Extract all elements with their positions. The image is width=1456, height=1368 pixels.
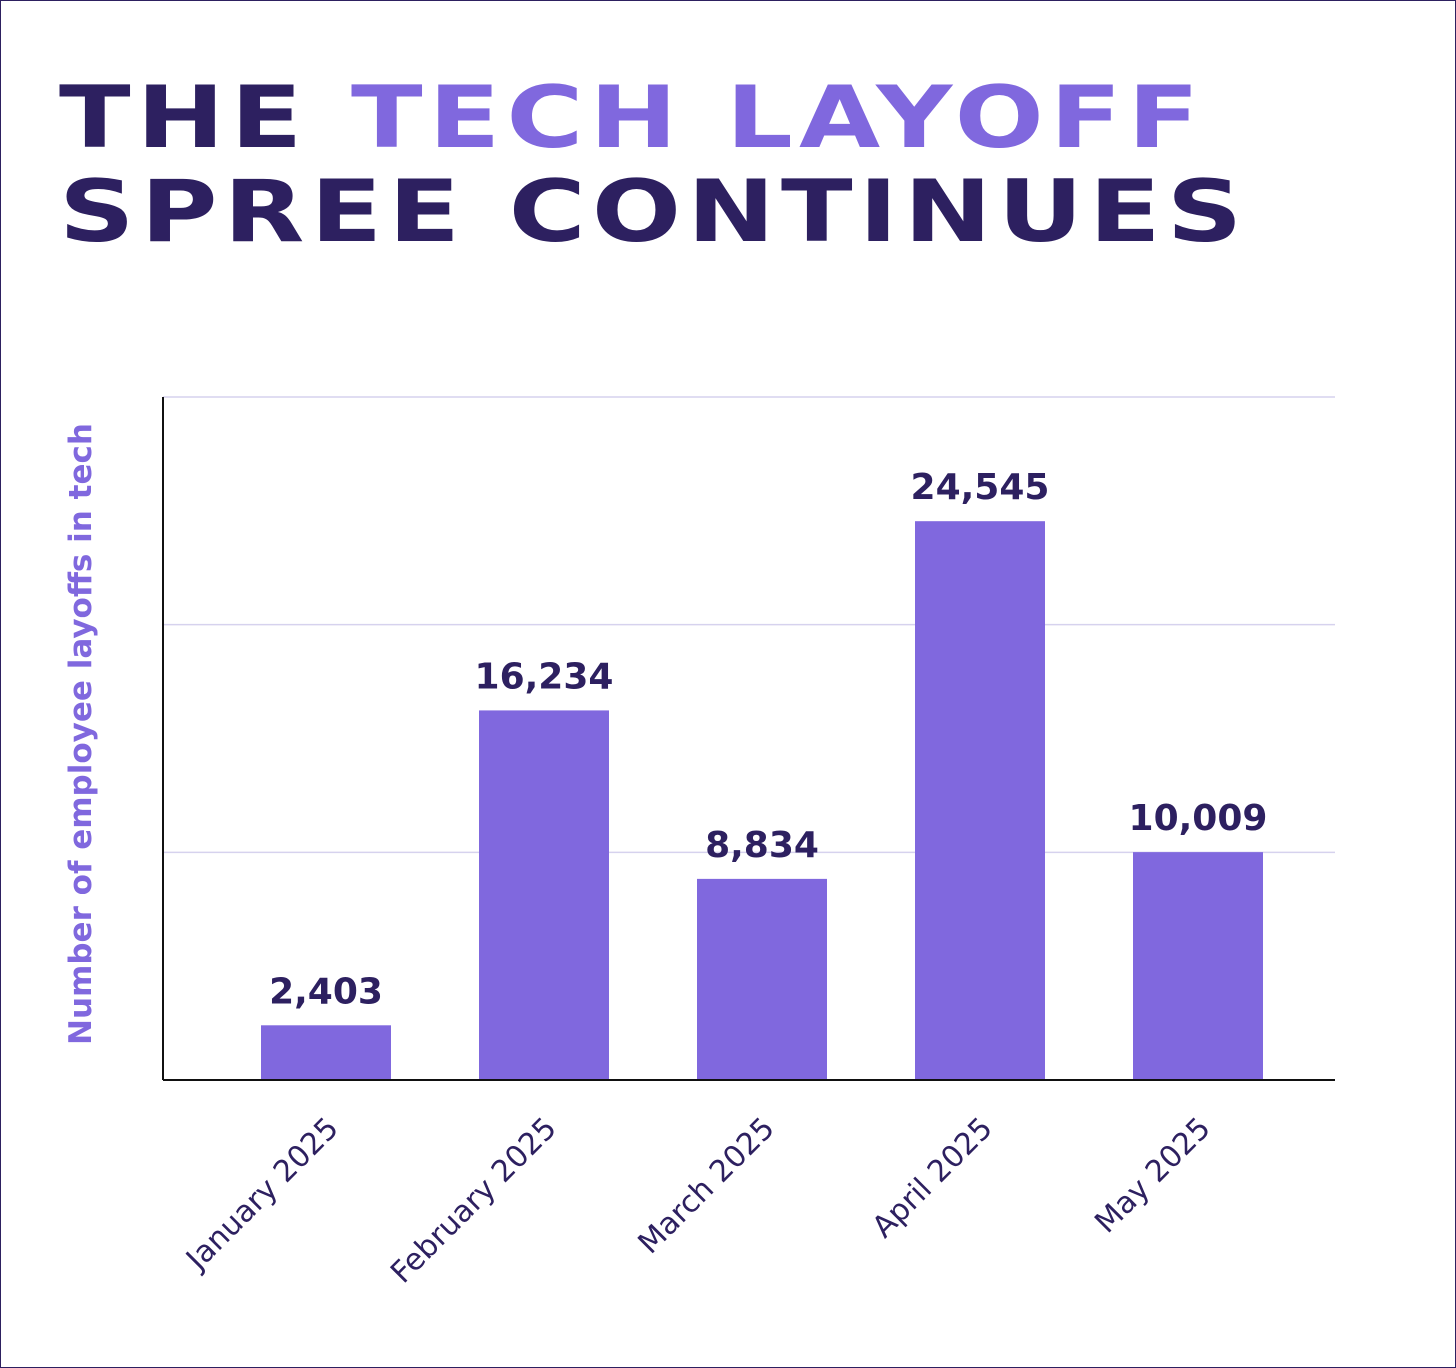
bar-4 [1133, 852, 1263, 1080]
category-labels: January 2025 February 2025 March 2025 April… [178, 1111, 1217, 1290]
bar-2 [697, 878, 827, 1080]
chart-title: THE TECH LAYOFF SPREE CONTINUES [59, 71, 1248, 259]
category-label-3: April 2025 [866, 1111, 1000, 1245]
data-label-4: 10,009 [1129, 798, 1268, 839]
category-label-0: January 2025 [178, 1111, 345, 1278]
data-label-1: 16,234 [475, 656, 614, 697]
axes [162, 397, 1335, 1081]
data-label-0: 2,403 [269, 971, 383, 1012]
bar-0 [261, 1025, 391, 1080]
data-label-2: 8,834 [705, 825, 819, 866]
y-axis-label: Number of employee layoffs in tech [63, 423, 99, 1045]
data-labels: 2,403 16,234 8,834 24,545 10,009 [269, 467, 1267, 1012]
title-line-1-part-1: THE [59, 68, 351, 168]
category-label-2: March 2025 [632, 1111, 782, 1261]
data-label-3: 24,545 [911, 467, 1050, 508]
bar-1 [479, 710, 609, 1080]
category-label-1: February 2025 [384, 1111, 563, 1290]
bar-3 [915, 521, 1045, 1080]
title-line-2: SPREE CONTINUES [59, 162, 1249, 262]
category-label-4: May 2025 [1088, 1111, 1217, 1240]
bars [261, 521, 1263, 1080]
gridlines [163, 396, 1335, 854]
title-line-1: THE TECH LAYOFF [59, 71, 1248, 165]
title-line-1-highlight: TECH LAYOFF [350, 68, 1206, 168]
